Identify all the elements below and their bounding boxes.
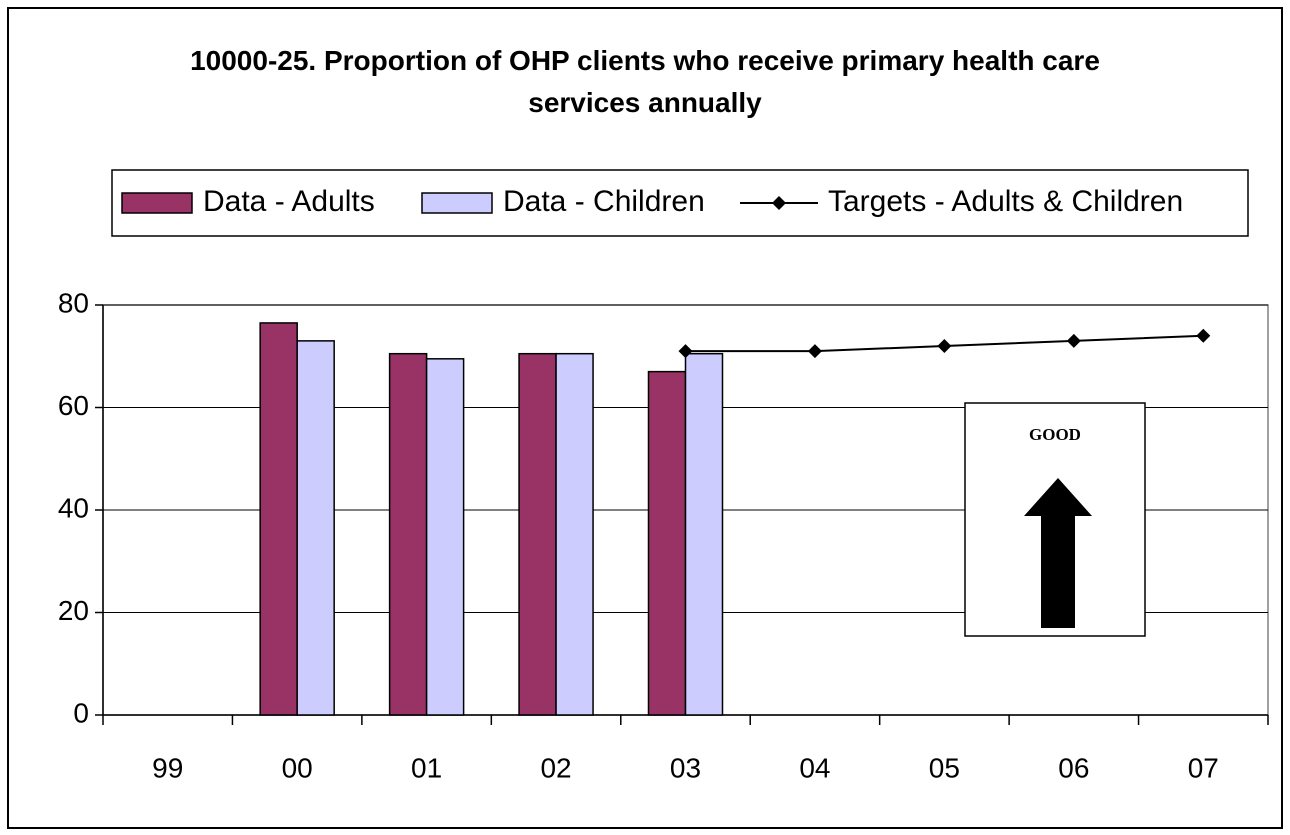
- target-marker: [807, 344, 822, 359]
- bar: [388, 352, 428, 716]
- legend-label: Data - Adults: [203, 185, 375, 218]
- y-tick-label: 20: [58, 595, 89, 626]
- legend-label: Data - Children: [503, 185, 705, 218]
- target-marker: [937, 339, 952, 353]
- annotation-label: GOOD: [1029, 425, 1081, 444]
- target-marker: [1066, 333, 1081, 348]
- legend-marker: [772, 196, 786, 210]
- y-tick-label: 60: [58, 390, 89, 421]
- legend-label: Targets - Adults & Children: [828, 185, 1183, 218]
- good-arrow: [1024, 478, 1092, 628]
- x-tick-label: 99: [152, 752, 183, 783]
- bar: [684, 352, 724, 716]
- bar: [296, 340, 335, 716]
- legend-box: [111, 169, 1249, 237]
- x-tick-label: 04: [799, 752, 830, 783]
- bar: [647, 370, 687, 716]
- y-tick-label: 40: [58, 492, 89, 523]
- y-tick-label: 0: [73, 697, 89, 728]
- x-tick-label: 01: [411, 752, 442, 783]
- legend-swatch: [121, 192, 193, 214]
- target-marker: [678, 344, 693, 359]
- x-tick-label: 03: [670, 752, 701, 783]
- bar: [425, 358, 465, 716]
- x-tick-label: 05: [929, 752, 960, 783]
- chart-title: 10000-25. Proportion of OHP clients who …: [190, 45, 1100, 118]
- bar: [518, 352, 557, 716]
- target-marker: [1196, 328, 1211, 343]
- bar: [555, 352, 594, 716]
- y-tick-label: 80: [58, 287, 89, 318]
- x-tick-label: 02: [540, 752, 571, 783]
- legend-swatch: [421, 192, 493, 214]
- x-tick-label: 00: [282, 752, 313, 783]
- x-tick-label: 06: [1058, 752, 1089, 783]
- bar: [259, 322, 298, 716]
- x-tick-label: 07: [1188, 752, 1219, 783]
